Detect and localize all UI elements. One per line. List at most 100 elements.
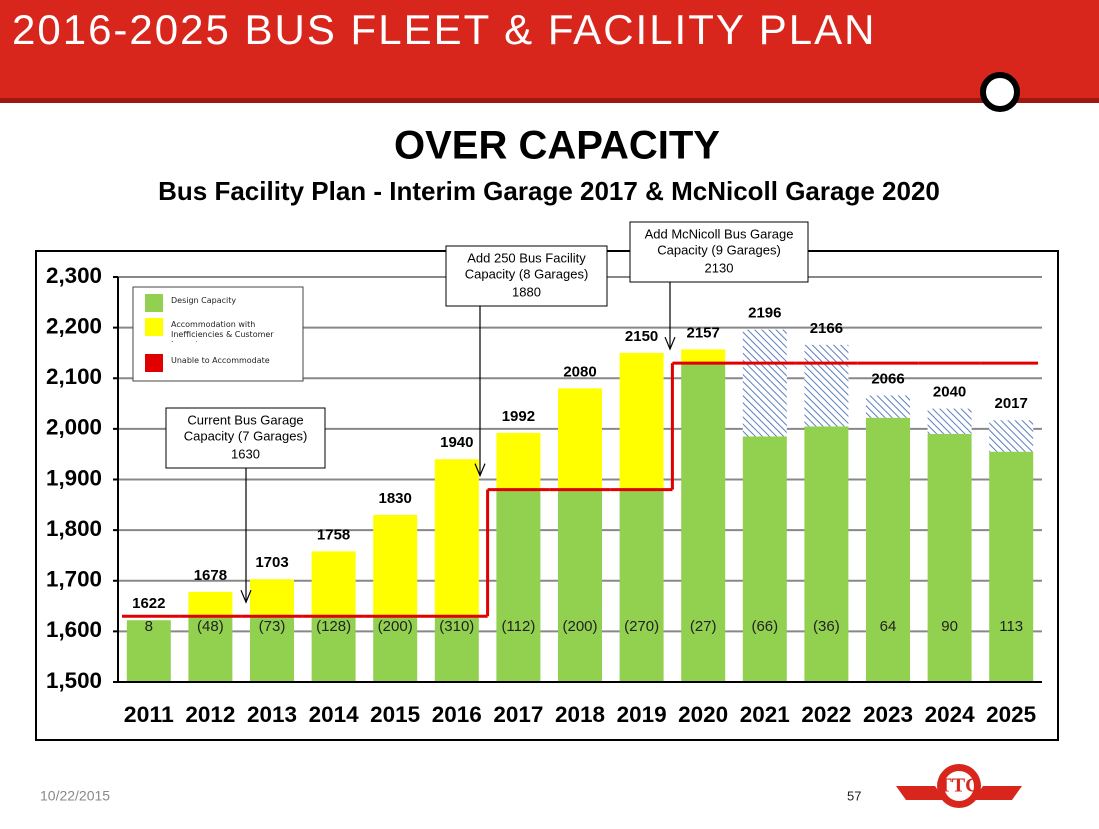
total-label: 2166: [810, 320, 843, 337]
annotation-text: Add McNicoll Bus Garage: [645, 226, 794, 241]
bar: [373, 514, 418, 617]
y-tick-label: 2,000: [46, 415, 102, 440]
bar-hatched: [866, 395, 910, 418]
total-label: 1992: [502, 408, 535, 425]
page-number: 57: [847, 788, 861, 803]
total-label: 1830: [379, 490, 412, 507]
chart-subtitle: Bus Facility Plan - Interim Garage 2017 …: [158, 176, 940, 206]
bar: [619, 489, 664, 682]
header-band: [0, 0, 1099, 98]
header-rule: [0, 98, 1099, 103]
legend-label-box: Design Capacity: [171, 296, 237, 305]
difference-label: 90: [941, 618, 958, 635]
bar: [373, 616, 418, 682]
difference-label: (128): [316, 618, 351, 635]
x-tick-label: 2012: [185, 702, 235, 727]
chart-title: OVER CAPACITY: [394, 124, 720, 168]
total-label: 2196: [748, 305, 781, 322]
annotation-box: [165, 407, 326, 469]
bar: [496, 489, 541, 682]
y-tick-label: 1,900: [46, 465, 102, 490]
bar-hatched: [989, 420, 1034, 452]
x-tick-label: 2011: [124, 702, 174, 727]
difference-label: 64: [880, 618, 897, 635]
bar: [989, 451, 1034, 682]
legend-label: Unable to Accommodate: [171, 356, 270, 365]
total-label: 1622: [132, 595, 165, 612]
legend-swatch: [145, 318, 163, 336]
total-label: 2150: [625, 328, 658, 345]
annotation-value: 2130: [705, 260, 734, 275]
header-title: 2016-2025 BUS FLEET & FACILITY PLAN: [12, 6, 877, 53]
difference-label: (73): [259, 618, 286, 635]
arrow-head: [474, 463, 486, 478]
difference-label: (36): [813, 618, 840, 635]
plot-area: 1,500 1,600 1,700 1,800 1,900 2,000 2,100 2,200…: [46, 221, 1042, 727]
x-tick-label: 2014: [309, 702, 360, 727]
total-label: 2157: [687, 324, 720, 341]
total-label: 2040: [933, 384, 966, 401]
y-tick-label: 1,800: [46, 516, 102, 541]
annotation-box: [629, 221, 809, 283]
bar-hatched: [804, 344, 849, 427]
bar: [496, 432, 541, 490]
annotation-value: 1630: [231, 446, 260, 461]
y-tick-label: 1,600: [46, 617, 102, 642]
bar: [188, 616, 233, 682]
x-tick-label: 2023: [863, 702, 913, 727]
y-tick-label: 2,100: [46, 364, 102, 389]
difference-label: (310): [439, 618, 474, 635]
bar: [927, 433, 972, 682]
x-tick-label: 2024: [925, 702, 976, 727]
bar: [250, 616, 294, 682]
legend: Design Capacity Accommodation with Ineffi…: [132, 286, 304, 382]
bar: [434, 616, 479, 682]
y-tick-label: 1,500: [46, 668, 102, 693]
svg-text:TTC: TTC: [938, 775, 979, 797]
y-tick-label: 2,200: [46, 313, 102, 338]
header-circle: [980, 72, 1020, 112]
y-tick-label: 2,300: [46, 263, 102, 288]
difference-label: 8: [145, 618, 153, 635]
bar: [619, 352, 664, 490]
legend-label: Accommodation with Inefficiencies & Cust…: [171, 320, 274, 342]
y-tick-label: 1,700: [46, 567, 102, 592]
x-tick-label: 2022: [801, 702, 851, 727]
annotation-value: 1880: [512, 284, 541, 299]
legend-swatch: [145, 294, 163, 312]
x-tick-label: 2020: [678, 702, 728, 727]
bar: [311, 616, 356, 682]
total-label: 1703: [255, 554, 288, 571]
annotation-text: Current Bus Garage: [187, 412, 303, 427]
bar-hatched: [742, 329, 787, 437]
x-tick-label: 2016: [432, 702, 482, 727]
bar: [742, 436, 787, 682]
difference-label: (112): [501, 618, 535, 635]
total-label: 1940: [440, 434, 473, 451]
bar: [866, 417, 910, 682]
bar: [558, 388, 602, 490]
bar: [804, 426, 849, 682]
bar: [188, 591, 233, 617]
legend-label: Design Capacity: [171, 296, 237, 305]
x-tick-label: 2021: [740, 702, 790, 727]
x-tick-label: 2019: [617, 702, 667, 727]
legend-swatch: [145, 354, 163, 372]
arrow-head: [664, 336, 676, 351]
x-tick-label: 2015: [370, 702, 420, 727]
difference-label: (200): [378, 618, 413, 635]
bar: [126, 620, 171, 682]
difference-label: (48): [197, 618, 224, 635]
annotation-box: [445, 245, 608, 307]
difference-label: (200): [562, 618, 597, 635]
difference-label: (66): [751, 618, 778, 635]
total-label: 1678: [194, 567, 227, 584]
bar-hatched: [927, 408, 972, 434]
annotation-text: Capacity (9 Garages): [657, 242, 781, 257]
x-tick-label: 2018: [555, 702, 605, 727]
total-label: 2066: [871, 370, 904, 387]
difference-label: (27): [690, 618, 717, 635]
x-tick-label: 2025: [986, 702, 1036, 727]
